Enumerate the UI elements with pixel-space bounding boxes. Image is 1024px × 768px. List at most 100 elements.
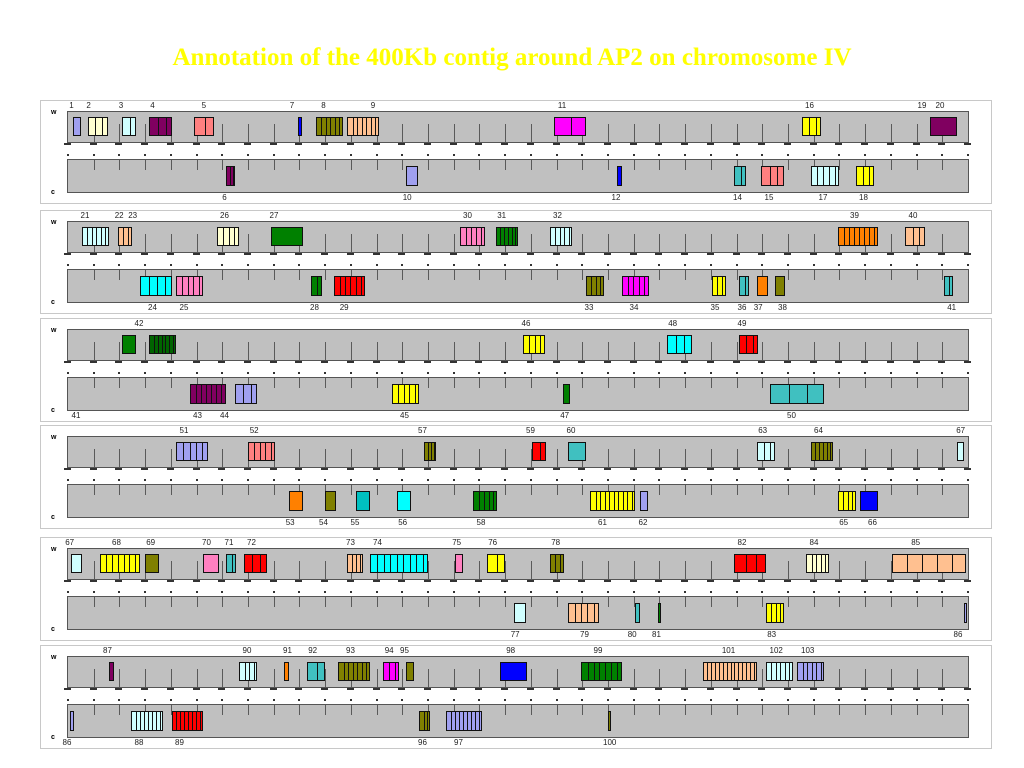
gene-c-24[interactable] bbox=[140, 275, 172, 296]
gene-w-3[interactable] bbox=[122, 117, 136, 136]
gene-w-70[interactable] bbox=[203, 554, 220, 573]
gene-w-72[interactable] bbox=[243, 554, 267, 573]
gene-c-15[interactable] bbox=[761, 165, 784, 186]
gene-w-42[interactable] bbox=[149, 335, 176, 354]
gene-w-49[interactable] bbox=[738, 335, 759, 354]
gene-c-56[interactable] bbox=[396, 490, 411, 511]
gene-c-89[interactable] bbox=[171, 710, 203, 731]
gene-c-66[interactable] bbox=[860, 490, 878, 511]
gene-w-32[interactable] bbox=[549, 227, 572, 246]
gene-w-1[interactable] bbox=[72, 117, 81, 136]
gene-w-9[interactable] bbox=[347, 117, 379, 136]
gene-c-96[interactable] bbox=[419, 710, 430, 731]
gene-w-26[interactable] bbox=[216, 227, 239, 246]
gene-w-7[interactable] bbox=[297, 117, 302, 136]
gene-w-76[interactable] bbox=[486, 554, 505, 573]
gene-c-47[interactable] bbox=[563, 383, 571, 404]
gene-c-10[interactable] bbox=[405, 165, 419, 186]
gene-c-54[interactable] bbox=[324, 490, 337, 511]
gene-c-29[interactable] bbox=[333, 275, 365, 296]
gene-w-30[interactable] bbox=[459, 227, 485, 246]
gene-c-77[interactable] bbox=[513, 602, 527, 623]
gene-c-28[interactable] bbox=[311, 275, 322, 296]
gene-c-38[interactable] bbox=[774, 275, 786, 296]
gene-c-50[interactable] bbox=[770, 383, 824, 404]
gene-w-69[interactable] bbox=[144, 554, 159, 573]
gene-c-41[interactable] bbox=[943, 275, 953, 296]
gene-w-51[interactable] bbox=[176, 442, 208, 461]
gene-w-52[interactable] bbox=[248, 442, 275, 461]
gene-w-8[interactable] bbox=[315, 117, 343, 136]
gene-c-36[interactable] bbox=[738, 275, 750, 296]
gene-w-64[interactable] bbox=[810, 442, 833, 461]
gene-c-80[interactable] bbox=[635, 602, 640, 623]
gene-w-31[interactable] bbox=[495, 227, 518, 246]
gene-w-11[interactable] bbox=[554, 117, 586, 136]
gene-w-48[interactable] bbox=[666, 335, 692, 354]
gene-w-102[interactable] bbox=[765, 662, 793, 681]
gene-w-39[interactable] bbox=[837, 227, 878, 246]
gene-w-21[interactable] bbox=[81, 227, 109, 246]
gene-w-78[interactable] bbox=[549, 554, 564, 573]
gene-c-18[interactable] bbox=[855, 165, 874, 186]
gene-w-74[interactable] bbox=[369, 554, 428, 573]
gene-c-34[interactable] bbox=[621, 275, 649, 296]
gene-w-19[interactable] bbox=[930, 117, 958, 136]
gene-c-55[interactable] bbox=[356, 490, 371, 511]
gene-c-25[interactable] bbox=[176, 275, 203, 296]
gene-w-40[interactable] bbox=[905, 227, 925, 246]
gene-c-62[interactable] bbox=[639, 490, 648, 511]
gene-w-87[interactable] bbox=[108, 662, 114, 681]
gene-w-68[interactable] bbox=[99, 554, 140, 573]
gene-c-37[interactable] bbox=[756, 275, 769, 296]
gene-c-6[interactable] bbox=[225, 165, 235, 186]
gene-w-16[interactable] bbox=[801, 117, 822, 136]
gene-w-59[interactable] bbox=[531, 442, 546, 461]
gene-c-17[interactable] bbox=[810, 165, 840, 186]
gene-c-86[interactable] bbox=[69, 710, 75, 731]
gene-c-86[interactable] bbox=[964, 602, 968, 623]
gene-c-97[interactable] bbox=[446, 710, 482, 731]
gene-c-53[interactable] bbox=[288, 490, 303, 511]
gene-c-81[interactable] bbox=[657, 602, 662, 623]
gene-w-91[interactable] bbox=[284, 662, 290, 681]
gene-w-46[interactable] bbox=[522, 335, 545, 354]
gene-c-65[interactable] bbox=[837, 490, 856, 511]
gene-w-67[interactable] bbox=[70, 554, 83, 573]
gene-c-79[interactable] bbox=[567, 602, 599, 623]
gene-w-95[interactable] bbox=[405, 662, 414, 681]
gene-w-85[interactable] bbox=[891, 554, 967, 573]
gene-w-22[interactable] bbox=[117, 227, 132, 246]
gene-c-35[interactable] bbox=[711, 275, 726, 296]
gene-w-84[interactable] bbox=[806, 554, 829, 573]
gene-c-33[interactable] bbox=[585, 275, 604, 296]
gene-w-90[interactable] bbox=[239, 662, 257, 681]
gene-c-83[interactable] bbox=[765, 602, 784, 623]
gene-w-73[interactable] bbox=[347, 554, 364, 573]
gene-w-71[interactable] bbox=[225, 554, 237, 573]
gene-w-94[interactable] bbox=[383, 662, 400, 681]
gene-c-44[interactable] bbox=[234, 383, 257, 404]
gene-w-99[interactable] bbox=[581, 662, 622, 681]
gene-w-27[interactable] bbox=[270, 227, 303, 246]
gene-w-101[interactable] bbox=[702, 662, 757, 681]
gene-c-12[interactable] bbox=[617, 165, 623, 186]
gene-c-43[interactable] bbox=[189, 383, 226, 404]
gene-c-45[interactable] bbox=[392, 383, 419, 404]
gene-w-57[interactable] bbox=[423, 442, 437, 461]
gene-w-82[interactable] bbox=[734, 554, 766, 573]
gene-w-93[interactable] bbox=[338, 662, 370, 681]
gene-c-58[interactable] bbox=[473, 490, 498, 511]
gene-w-75[interactable] bbox=[455, 554, 464, 573]
gene-w-5[interactable] bbox=[194, 117, 214, 136]
gene-w-67[interactable] bbox=[957, 442, 965, 461]
gene-w-4[interactable] bbox=[149, 117, 173, 136]
gene-w-2[interactable] bbox=[87, 117, 108, 136]
gene-w-60[interactable] bbox=[567, 442, 586, 461]
gene-c-88[interactable] bbox=[131, 710, 163, 731]
gene-c-100[interactable] bbox=[608, 710, 611, 731]
gene-w-92[interactable] bbox=[306, 662, 325, 681]
gene-c-61[interactable] bbox=[590, 490, 635, 511]
gene-w-103[interactable] bbox=[797, 662, 824, 681]
gene-c-14[interactable] bbox=[734, 165, 746, 186]
